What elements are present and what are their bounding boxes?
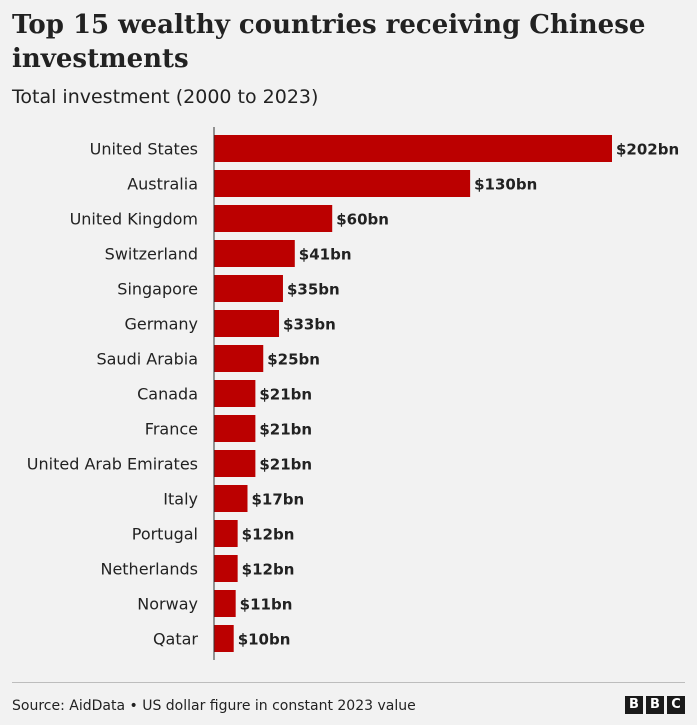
category-label: Switzerland	[105, 245, 198, 264]
category-label: United Kingdom	[70, 210, 198, 229]
bar	[214, 205, 333, 232]
category-label: Singapore	[117, 280, 198, 299]
bar	[214, 485, 248, 512]
value-label: $60bn	[336, 211, 389, 229]
category-label: United States	[90, 140, 198, 159]
value-label: $25bn	[267, 351, 320, 369]
source-note: Source: AidData • US dollar figure in co…	[12, 698, 416, 714]
value-label: $130bn	[474, 176, 537, 194]
bar	[214, 555, 238, 582]
bar	[214, 520, 238, 547]
category-label: Germany	[124, 315, 198, 334]
chart-subtitle: Total investment (2000 to 2023)	[12, 86, 319, 108]
value-label: $12bn	[242, 561, 295, 579]
value-label: $11bn	[240, 596, 293, 614]
bar	[214, 590, 236, 617]
category-label: Portugal	[132, 525, 198, 544]
category-label: Italy	[163, 490, 198, 509]
value-label: $21bn	[259, 386, 312, 404]
bbc-logo: B B C	[625, 696, 685, 714]
bar	[214, 170, 471, 197]
bar	[214, 310, 280, 337]
bar	[214, 275, 283, 302]
value-label: $35bn	[287, 281, 340, 299]
category-label: France	[145, 420, 198, 439]
value-label: $10bn	[238, 631, 291, 649]
value-label: $17bn	[251, 491, 304, 509]
category-label: Saudi Arabia	[96, 350, 198, 369]
value-label: $41bn	[299, 246, 352, 264]
footer-divider	[12, 682, 685, 683]
bar	[214, 240, 295, 267]
value-label: $12bn	[242, 526, 295, 544]
value-label: $21bn	[259, 421, 312, 439]
value-label: $21bn	[259, 456, 312, 474]
bar	[214, 625, 234, 652]
category-label: Canada	[137, 385, 198, 404]
bar	[214, 450, 256, 477]
category-label: Netherlands	[100, 560, 198, 579]
category-label: United Arab Emirates	[27, 455, 198, 474]
category-label: Australia	[127, 175, 198, 194]
category-label: Qatar	[153, 630, 198, 649]
logo-block-1: B	[625, 696, 643, 714]
bar	[214, 380, 256, 407]
logo-block-3: C	[667, 696, 685, 714]
logo-block-2: B	[646, 696, 664, 714]
bar	[214, 415, 256, 442]
value-label: $33bn	[283, 316, 336, 334]
bar-chart: United States $202bn Australia $130bn United…	[27, 127, 679, 660]
value-label: $202bn	[616, 141, 679, 159]
bar	[214, 345, 264, 372]
category-label: Norway	[137, 595, 198, 614]
chart-title: Top 15 wealthy countries receiving Chine…	[12, 10, 646, 74]
bar	[214, 135, 612, 162]
